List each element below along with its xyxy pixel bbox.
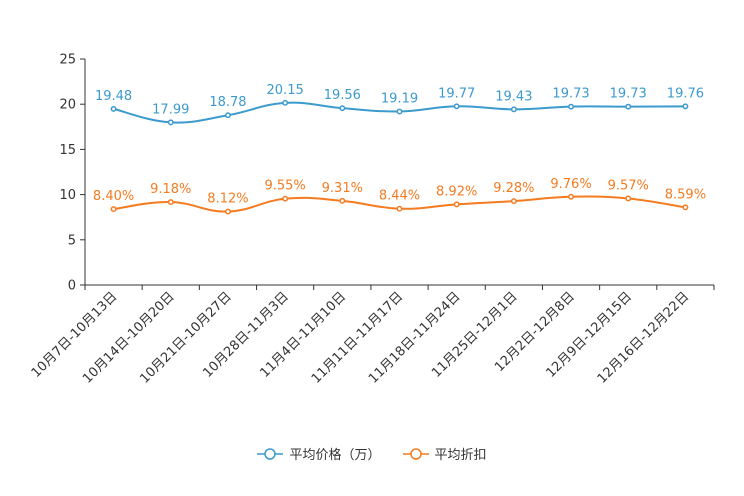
data-label-discount: 8.12% — [207, 192, 248, 207]
data-point-price — [167, 119, 174, 126]
data-point-price — [453, 103, 460, 110]
data-label-discount: 8.44% — [379, 189, 420, 204]
data-point-price — [396, 108, 403, 115]
y-tick-label: 10 — [59, 188, 76, 203]
y-tick-label: 5 — [68, 233, 76, 248]
data-point-price — [225, 112, 231, 119]
data-label-discount: 8.92% — [436, 184, 477, 199]
data-point-discount — [568, 193, 574, 200]
data-point-discount — [682, 204, 689, 211]
y-tick-label: 0 — [68, 279, 76, 294]
data-label-discount: 9.18% — [150, 182, 191, 197]
data-point-discount — [282, 195, 289, 202]
data-point-discount — [167, 199, 174, 205]
data-point-price — [282, 99, 289, 106]
data-label-price: 19.43 — [495, 89, 532, 104]
data-point-discount — [625, 195, 632, 202]
data-point-price — [339, 105, 346, 112]
data-label-discount: 9.55% — [264, 179, 305, 194]
legend-discount-marker-icon — [402, 447, 429, 460]
series-layer: 19.48 17.99 18.78 20.15 19.56 19.19 19.77 19.43… — [93, 83, 706, 215]
x-axis: 10月7日-10月13日10月14日-10月20日10月21日-10月27日10… — [29, 284, 715, 387]
data-label-discount: 9.28% — [493, 181, 534, 196]
legend-item-price[interactable]: 平均价格（万） — [257, 444, 381, 463]
data-label-discount: 8.59% — [665, 187, 706, 202]
data-label-discount: 9.57% — [608, 178, 649, 193]
legend: 平均价格（万） 平均折扣 — [0, 444, 744, 463]
legend-item-discount[interactable]: 平均折扣 — [402, 444, 487, 463]
data-point-discount — [453, 201, 460, 208]
data-label-discount: 9.31% — [322, 181, 363, 196]
data-label-price: 17.99 — [152, 102, 189, 117]
data-point-price — [510, 106, 517, 113]
data-point-price — [110, 105, 117, 112]
y-tick-label: 20 — [59, 98, 76, 113]
data-label-price: 19.48 — [95, 89, 132, 104]
data-label-price: 19.56 — [324, 88, 361, 103]
data-point-discount — [510, 198, 517, 205]
data-point-discount — [339, 197, 346, 204]
data-label-price: 19.73 — [552, 87, 589, 102]
legend-label-discount: 平均折扣 — [434, 448, 487, 463]
data-point-price — [568, 103, 574, 110]
y-tick-label: 25 — [59, 53, 76, 68]
y-axis: 0 5 10 15 20 25 — [59, 53, 86, 294]
data-label-price: 19.76 — [667, 86, 704, 101]
data-point-discount — [396, 205, 403, 212]
data-point-discount — [110, 206, 117, 213]
y-tick-label: 15 — [59, 143, 76, 158]
data-point-price — [625, 103, 632, 110]
data-label-discount: 8.40% — [93, 189, 134, 204]
data-label-discount: 9.76% — [550, 177, 591, 192]
data-point-discount — [225, 208, 231, 215]
data-label-price: 19.19 — [381, 92, 418, 107]
data-label-price: 18.78 — [209, 95, 246, 110]
legend-price-marker-icon — [257, 447, 284, 460]
data-label-price: 20.15 — [267, 83, 304, 98]
data-point-price — [682, 103, 689, 110]
legend-label-price: 平均价格（万） — [289, 448, 381, 463]
data-label-price: 19.77 — [438, 86, 475, 101]
data-label-price: 19.73 — [610, 87, 647, 102]
